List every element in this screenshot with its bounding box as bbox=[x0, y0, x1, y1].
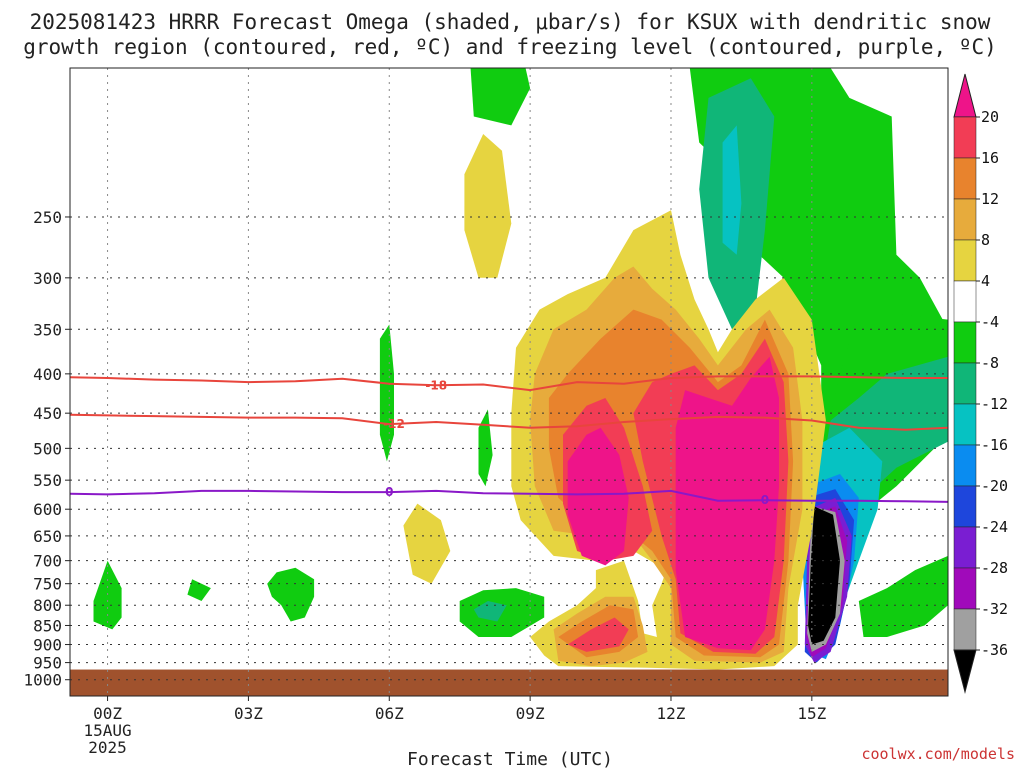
x-tick-label-06Z: 06Z bbox=[375, 704, 404, 723]
colorbar-label-8: -16 bbox=[981, 436, 1008, 454]
colorbar-label-3: 8 bbox=[981, 231, 990, 249]
colorbar-label-13: -36 bbox=[981, 641, 1008, 659]
surface-ground bbox=[70, 669, 948, 696]
y-tick-label-650: 650 bbox=[33, 527, 62, 546]
colorbar-box-9 bbox=[953, 485, 977, 528]
colorbar-box-5 bbox=[953, 321, 977, 364]
colorbar-label-2: 12 bbox=[981, 190, 999, 208]
contour-label-0: -18 bbox=[425, 378, 447, 392]
y-tick-label-350: 350 bbox=[33, 320, 62, 339]
colorbar-box-8 bbox=[953, 444, 977, 487]
colorbar-box-6 bbox=[953, 362, 977, 405]
colorbar-label-0: 20 bbox=[981, 108, 999, 126]
colorbar-box-3 bbox=[953, 239, 977, 282]
surface-layer bbox=[70, 669, 948, 696]
omega-region-12 bbox=[808, 506, 840, 645]
contour-line-2 bbox=[70, 489, 948, 503]
colorbar-box-4 bbox=[953, 280, 977, 323]
plot-frame bbox=[69, 67, 949, 697]
omega-region-14 bbox=[379, 324, 394, 462]
contour-label-1: -12 bbox=[383, 417, 405, 431]
temperature-contours: -18 -12 0 0 bbox=[70, 375, 948, 507]
colorbar-label-10: -24 bbox=[981, 518, 1008, 536]
y-tick-label-850: 850 bbox=[33, 616, 62, 635]
omega-region-15 bbox=[478, 409, 493, 487]
omega-region-33 bbox=[567, 427, 629, 566]
colorbar-box-2 bbox=[953, 198, 977, 241]
contour-label-3: 0 bbox=[761, 493, 769, 507]
colorbar-box-7 bbox=[953, 403, 977, 446]
omega-region-23 bbox=[464, 134, 512, 278]
x-tick-label-15Z: 15Z bbox=[797, 704, 826, 723]
colorbar-label-5: -4 bbox=[981, 313, 999, 331]
y-tick-label-750: 750 bbox=[33, 575, 62, 594]
x-axis-label: Forecast Time (UTC) bbox=[407, 749, 613, 768]
y-tick-label-500: 500 bbox=[33, 439, 62, 458]
y-tick-label-700: 700 bbox=[33, 552, 62, 571]
colorbar-top-arrow bbox=[953, 73, 977, 118]
x-date-label: 15AUG bbox=[83, 721, 131, 740]
credit-link[interactable]: coolwx.com/models bbox=[861, 745, 1015, 763]
x-tick-label-12Z: 12Z bbox=[657, 704, 686, 723]
omega-region-34 bbox=[675, 356, 779, 651]
x-tick-label-09Z: 09Z bbox=[516, 704, 545, 723]
colorbar-label-7: -12 bbox=[981, 395, 1008, 413]
colorbar-label-11: -28 bbox=[981, 559, 1008, 577]
colorbar-box-1 bbox=[953, 157, 977, 200]
title-line-2: growth region (contoured, red, ºC) and f… bbox=[23, 35, 997, 59]
colorbar-bottom-arrow bbox=[953, 649, 977, 694]
y-tick-label-450: 450 bbox=[33, 404, 62, 423]
y-tick-label-600: 600 bbox=[33, 500, 62, 519]
omega-region-16 bbox=[93, 560, 122, 630]
y-axis: 2503003504004505005506006507007508008509… bbox=[23, 208, 70, 690]
x-tick-label-00Z: 00Z bbox=[93, 704, 122, 723]
y-tick-label-1000: 1000 bbox=[23, 671, 62, 690]
y-tick-label-800: 800 bbox=[33, 596, 62, 615]
colorbar: 20 16 12 8 4 -4 -8 -12 -16 -20 -24 -28 -32 -36 bbox=[953, 73, 1008, 694]
x-year-label: 2025 bbox=[88, 738, 127, 757]
omega-region-17 bbox=[187, 579, 211, 601]
colorbar-box-11 bbox=[953, 567, 977, 610]
omega-region-13 bbox=[858, 555, 948, 637]
colorbar-label-12: -32 bbox=[981, 600, 1008, 618]
omega-shading bbox=[93, 68, 948, 670]
x-tick-label-03Z: 03Z bbox=[234, 704, 263, 723]
omega-region-32 bbox=[567, 617, 629, 652]
omega-region-0 bbox=[470, 68, 531, 126]
y-tick-label-550: 550 bbox=[33, 471, 62, 490]
omega-region-20 bbox=[473, 601, 507, 622]
y-tick-label-300: 300 bbox=[33, 269, 62, 288]
colorbar-box-12 bbox=[953, 608, 977, 651]
y-tick-label-400: 400 bbox=[33, 365, 62, 384]
y-tick-label-950: 950 bbox=[33, 654, 62, 673]
colorbar-label-4: 4 bbox=[981, 272, 990, 290]
colorbar-box-10 bbox=[953, 526, 977, 569]
contour-label-2: 0 bbox=[385, 485, 393, 499]
colorbar-label-9: -20 bbox=[981, 477, 1008, 495]
colorbar-label-6: -8 bbox=[981, 354, 999, 372]
y-tick-label-250: 250 bbox=[33, 208, 62, 227]
contour-line-1 bbox=[70, 413, 948, 431]
omega-region-3 bbox=[722, 125, 742, 255]
colorbar-label-1: 16 bbox=[981, 149, 999, 167]
omega-region-24 bbox=[403, 503, 451, 584]
y-tick-label-900: 900 bbox=[33, 636, 62, 655]
omega-region-18 bbox=[267, 567, 315, 622]
title-line-1: 2025081423 HRRR Forecast Omega (shaded, … bbox=[30, 10, 991, 34]
colorbar-box-0 bbox=[953, 116, 977, 159]
contour-line-0 bbox=[70, 375, 948, 392]
